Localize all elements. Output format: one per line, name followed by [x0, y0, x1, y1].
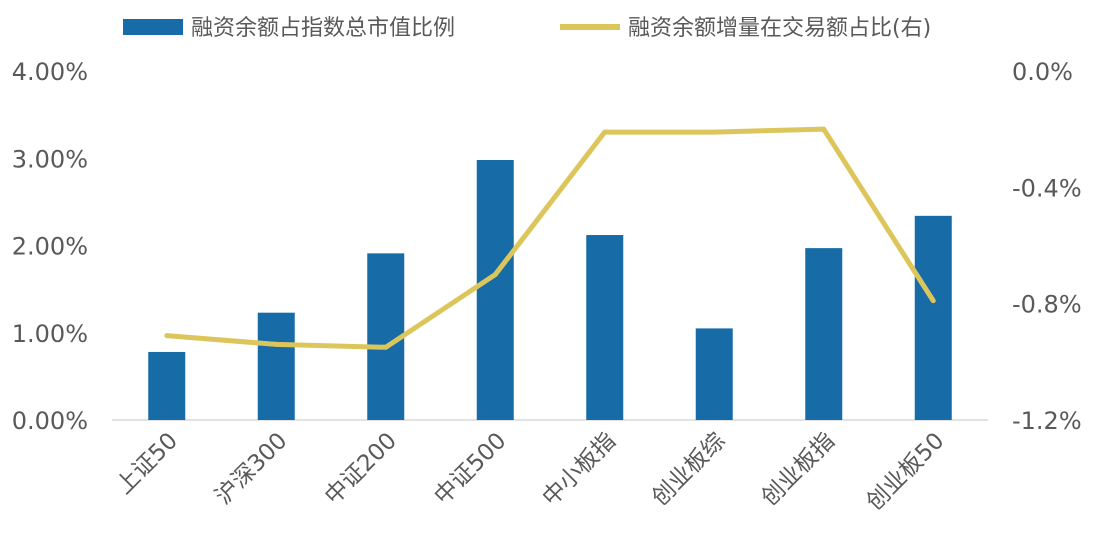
line-point-3 — [492, 272, 498, 278]
bar-3 — [476, 159, 514, 420]
line-point-2 — [383, 344, 389, 350]
y-right-tick-label: -0.8% — [1012, 291, 1082, 319]
bar-5 — [695, 328, 733, 420]
line-point-7 — [930, 298, 936, 304]
line-series — [166, 126, 936, 350]
x-tick-label: 中小板指 — [538, 428, 621, 511]
bar-0 — [148, 351, 186, 420]
x-tick-label: 中证500 — [430, 428, 512, 510]
y-right-tick-label: -1.2% — [1012, 407, 1082, 435]
line-point-5 — [711, 129, 717, 135]
y-left-tick-label: 2.00% — [12, 233, 88, 261]
line-point-6 — [821, 126, 827, 132]
legend-label-bar: 融资余额占指数总市值比例 — [191, 16, 455, 41]
x-tick-label: 创业板指 — [757, 428, 840, 511]
y-left-tick-label: 3.00% — [12, 145, 88, 173]
x-tick-label: 上证50 — [111, 428, 183, 500]
x-tick-label: 中证200 — [320, 428, 402, 510]
line-point-1 — [273, 341, 279, 347]
x-tick-label: 创业板50 — [862, 428, 950, 516]
bar-7 — [914, 215, 952, 420]
y-left-tick-label: 4.00% — [12, 58, 88, 86]
bar-1 — [257, 312, 295, 420]
y-left-tick-label: 0.00% — [12, 407, 88, 435]
legend-label-line: 融资余额增量在交易额占比(右) — [628, 16, 931, 41]
bar-6 — [805, 248, 843, 420]
y-right-tick-label: -0.4% — [1012, 174, 1082, 202]
line-point-0 — [164, 333, 170, 339]
bar-4 — [586, 235, 624, 420]
y-left-tick-label: 1.00% — [12, 320, 88, 348]
legend-swatch-bar — [123, 19, 183, 35]
legend: 融资余额占指数总市值比例 融资余额增量在交易额占比(右) — [123, 16, 931, 41]
y-right-tick-label: 0.0% — [1012, 58, 1073, 86]
line-point-4 — [602, 129, 608, 135]
x-tick-label: 创业板综 — [647, 428, 730, 511]
x-tick-label: 沪深300 — [211, 428, 293, 510]
